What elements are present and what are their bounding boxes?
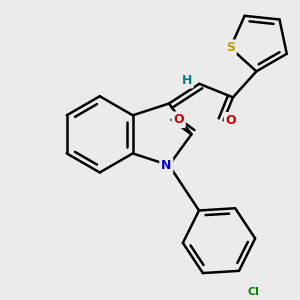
Text: O: O [226,114,236,127]
Text: O: O [173,113,184,126]
Text: N: N [161,159,172,172]
Text: H: H [182,74,192,87]
Text: Cl: Cl [247,287,259,297]
Text: S: S [226,41,235,54]
